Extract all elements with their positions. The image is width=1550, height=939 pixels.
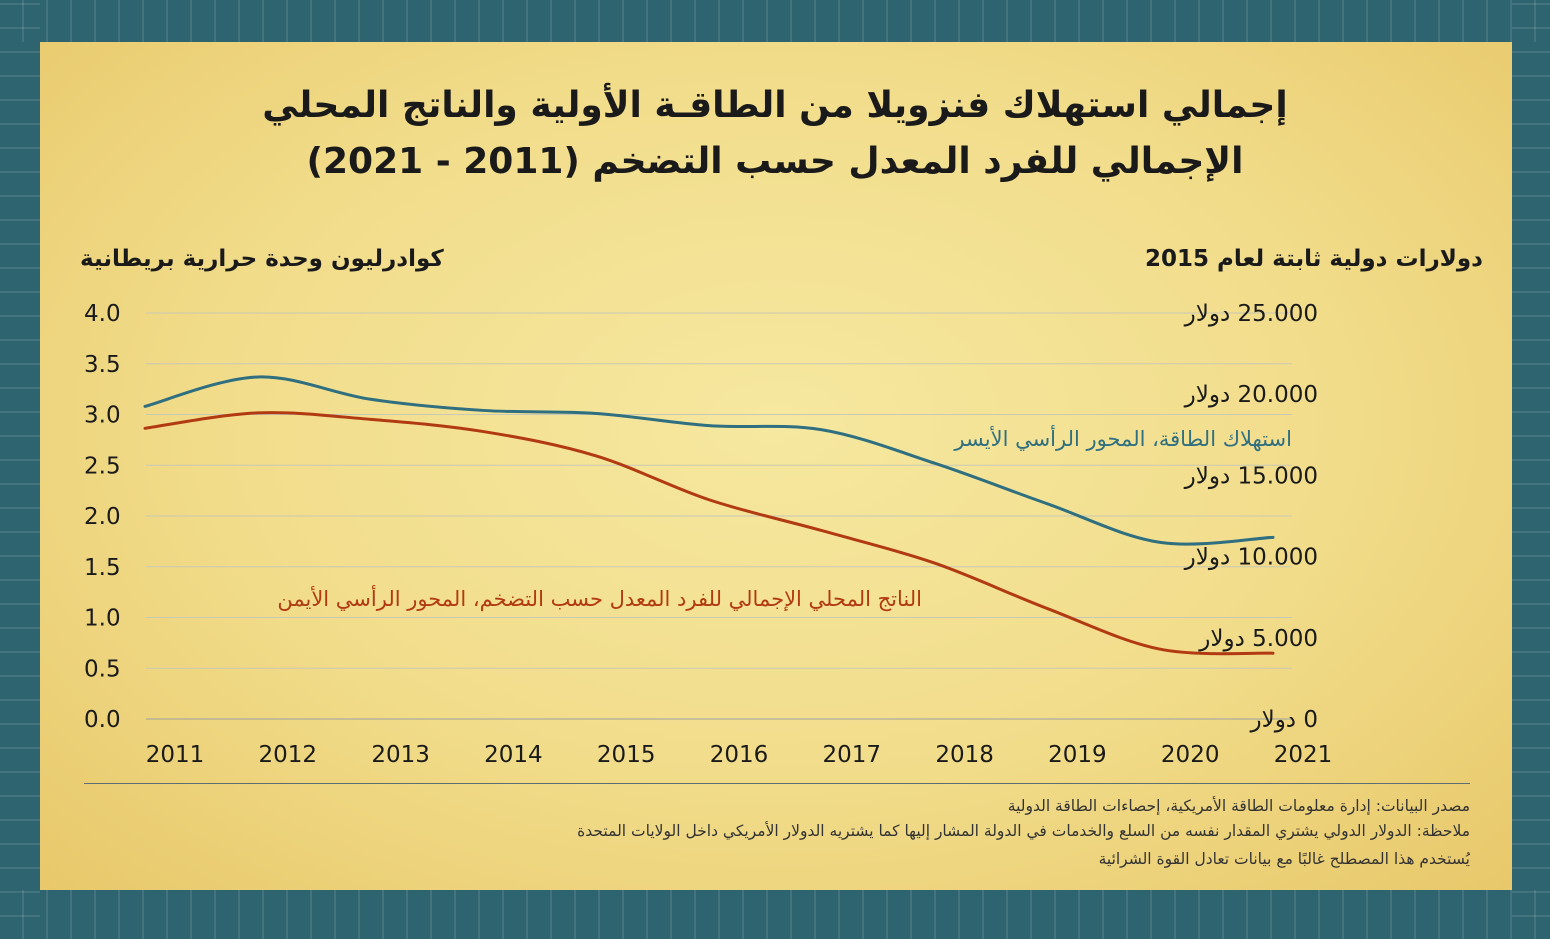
border-left	[0, 0, 40, 939]
x-tick-label: 2017	[823, 742, 882, 768]
x-tick-label: 2018	[935, 742, 994, 768]
energy-consumption-line	[143, 375, 1275, 546]
left-tick-label: 4.0	[84, 301, 121, 327]
note-international-dollar: ملاحظة: الدولار الدولي يشتري المقدار نفس…	[577, 822, 1470, 840]
energy-series-label: استهلاك الطاقة، المحور الرأسي الأيسر	[953, 425, 1292, 451]
left-axis-title: كوادرليون وحدة حرارية بريطانية	[80, 246, 444, 272]
right-tick-label: 0 دولار	[1249, 707, 1318, 733]
x-tick-label: 2016	[710, 742, 769, 768]
x-tick-label: 2012	[259, 742, 318, 768]
title-line-2: الإجمالي للفرد المعدل حسب التضخم (2011 -…	[306, 141, 1244, 182]
x-tick-label: 2021	[1274, 742, 1333, 768]
right-tick-label: 5.000 دولار	[1198, 626, 1318, 652]
chart-panel	[40, 42, 1512, 890]
left-tick-label: 0.0	[84, 707, 121, 733]
gdp-series-label: الناتج المحلي الإجمالي للفرد المعدل حسب …	[277, 585, 922, 612]
x-tick-label: 2015	[597, 742, 656, 768]
right-tick-label: 15.000 دولار	[1184, 463, 1318, 489]
title-line-1: إجمالي استهلاك فنزويلا من الطاقـة الأولي…	[262, 85, 1288, 126]
x-tick-label: 2011	[146, 742, 205, 768]
right-axis-title: دولارات دولية ثابتة لعام 2015	[1145, 246, 1483, 272]
border-bottom	[0, 890, 1550, 939]
left-tick-label: 0.5	[84, 656, 121, 682]
left-tick-label: 1.0	[84, 606, 121, 632]
right-tick-label: 10.000 دولار	[1184, 545, 1318, 571]
border-right	[1512, 0, 1550, 939]
right-tick-label: 20.000 دولار	[1184, 382, 1318, 408]
chart-title: إجمالي استهلاك فنزويلا من الطاقـة الأولي…	[0, 78, 1550, 190]
left-tick-label: 3.0	[84, 403, 121, 429]
footer-divider	[84, 783, 1470, 784]
left-tick-label: 2.0	[84, 504, 121, 530]
left-tick-label: 2.5	[84, 453, 121, 479]
right-tick-label: 25.000 دولار	[1184, 301, 1318, 327]
left-tick-label: 3.5	[84, 352, 121, 378]
note-ppp: يُستخدم هذا المصطلح غالبًا مع بيانات تعا…	[1098, 850, 1470, 868]
footnotes: مصدر البيانات: إدارة معلومات الطاقة الأم…	[577, 794, 1470, 872]
left-tick-label: 1.5	[84, 555, 121, 581]
x-tick-label: 2013	[371, 742, 430, 768]
x-tick-label: 2019	[1048, 742, 1107, 768]
border-top	[0, 0, 1550, 42]
x-tick-label: 2014	[484, 742, 543, 768]
gdp-per-capita-line	[143, 411, 1275, 656]
source-note: مصدر البيانات: إدارة معلومات الطاقة الأم…	[1007, 797, 1470, 815]
x-tick-label: 2020	[1161, 742, 1220, 768]
